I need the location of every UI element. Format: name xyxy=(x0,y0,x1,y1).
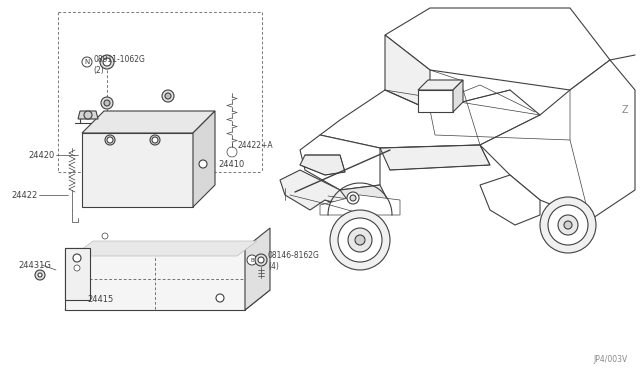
Circle shape xyxy=(165,93,171,99)
Circle shape xyxy=(350,195,356,201)
Circle shape xyxy=(103,58,111,66)
Circle shape xyxy=(152,137,158,143)
Polygon shape xyxy=(380,145,490,170)
Circle shape xyxy=(105,135,115,145)
Circle shape xyxy=(74,265,80,271)
Circle shape xyxy=(150,135,160,145)
Circle shape xyxy=(101,97,113,109)
Circle shape xyxy=(84,111,92,119)
Text: JP4/003V: JP4/003V xyxy=(594,356,628,365)
Polygon shape xyxy=(325,185,390,210)
Circle shape xyxy=(255,254,267,266)
Circle shape xyxy=(355,235,365,245)
Polygon shape xyxy=(480,175,540,225)
Circle shape xyxy=(330,210,390,270)
Polygon shape xyxy=(82,133,193,207)
Text: 08146-8162G: 08146-8162G xyxy=(268,250,320,260)
Circle shape xyxy=(216,294,224,302)
Circle shape xyxy=(247,255,257,265)
Polygon shape xyxy=(193,111,215,207)
Polygon shape xyxy=(320,90,540,148)
Polygon shape xyxy=(280,170,355,210)
Polygon shape xyxy=(65,248,245,310)
Circle shape xyxy=(540,197,596,253)
Circle shape xyxy=(82,57,92,67)
Circle shape xyxy=(558,215,578,235)
Circle shape xyxy=(338,218,382,262)
Text: 24422+A: 24422+A xyxy=(237,141,273,150)
Polygon shape xyxy=(300,135,380,190)
Polygon shape xyxy=(418,80,463,90)
Polygon shape xyxy=(385,8,610,90)
Text: N: N xyxy=(84,59,90,65)
Polygon shape xyxy=(73,241,257,256)
Circle shape xyxy=(199,160,207,168)
Text: 08911-1062G: 08911-1062G xyxy=(93,55,145,64)
Text: (2): (2) xyxy=(93,65,104,74)
Text: Z: Z xyxy=(621,105,628,115)
Circle shape xyxy=(548,205,588,245)
Text: 24422: 24422 xyxy=(12,190,38,199)
Circle shape xyxy=(347,192,359,204)
Polygon shape xyxy=(82,111,215,133)
Polygon shape xyxy=(65,290,270,310)
Polygon shape xyxy=(453,80,463,112)
Polygon shape xyxy=(385,35,430,110)
Circle shape xyxy=(564,221,572,229)
Circle shape xyxy=(100,55,114,69)
Circle shape xyxy=(38,273,42,277)
Text: 24415: 24415 xyxy=(87,295,113,305)
Polygon shape xyxy=(245,228,270,310)
Polygon shape xyxy=(418,90,453,112)
Polygon shape xyxy=(65,248,90,300)
Text: (4): (4) xyxy=(268,262,279,270)
Circle shape xyxy=(162,90,174,102)
Circle shape xyxy=(348,228,372,252)
Polygon shape xyxy=(320,195,400,215)
Circle shape xyxy=(104,100,110,106)
Text: 24410: 24410 xyxy=(218,160,244,169)
Circle shape xyxy=(258,257,264,263)
Text: B: B xyxy=(250,257,254,263)
Polygon shape xyxy=(300,155,345,175)
Circle shape xyxy=(35,270,45,280)
Text: 24420: 24420 xyxy=(29,151,55,160)
Polygon shape xyxy=(480,60,635,220)
Circle shape xyxy=(73,254,81,262)
Circle shape xyxy=(107,137,113,143)
Text: 24431G: 24431G xyxy=(18,260,51,269)
Circle shape xyxy=(102,233,108,239)
Polygon shape xyxy=(78,111,98,119)
